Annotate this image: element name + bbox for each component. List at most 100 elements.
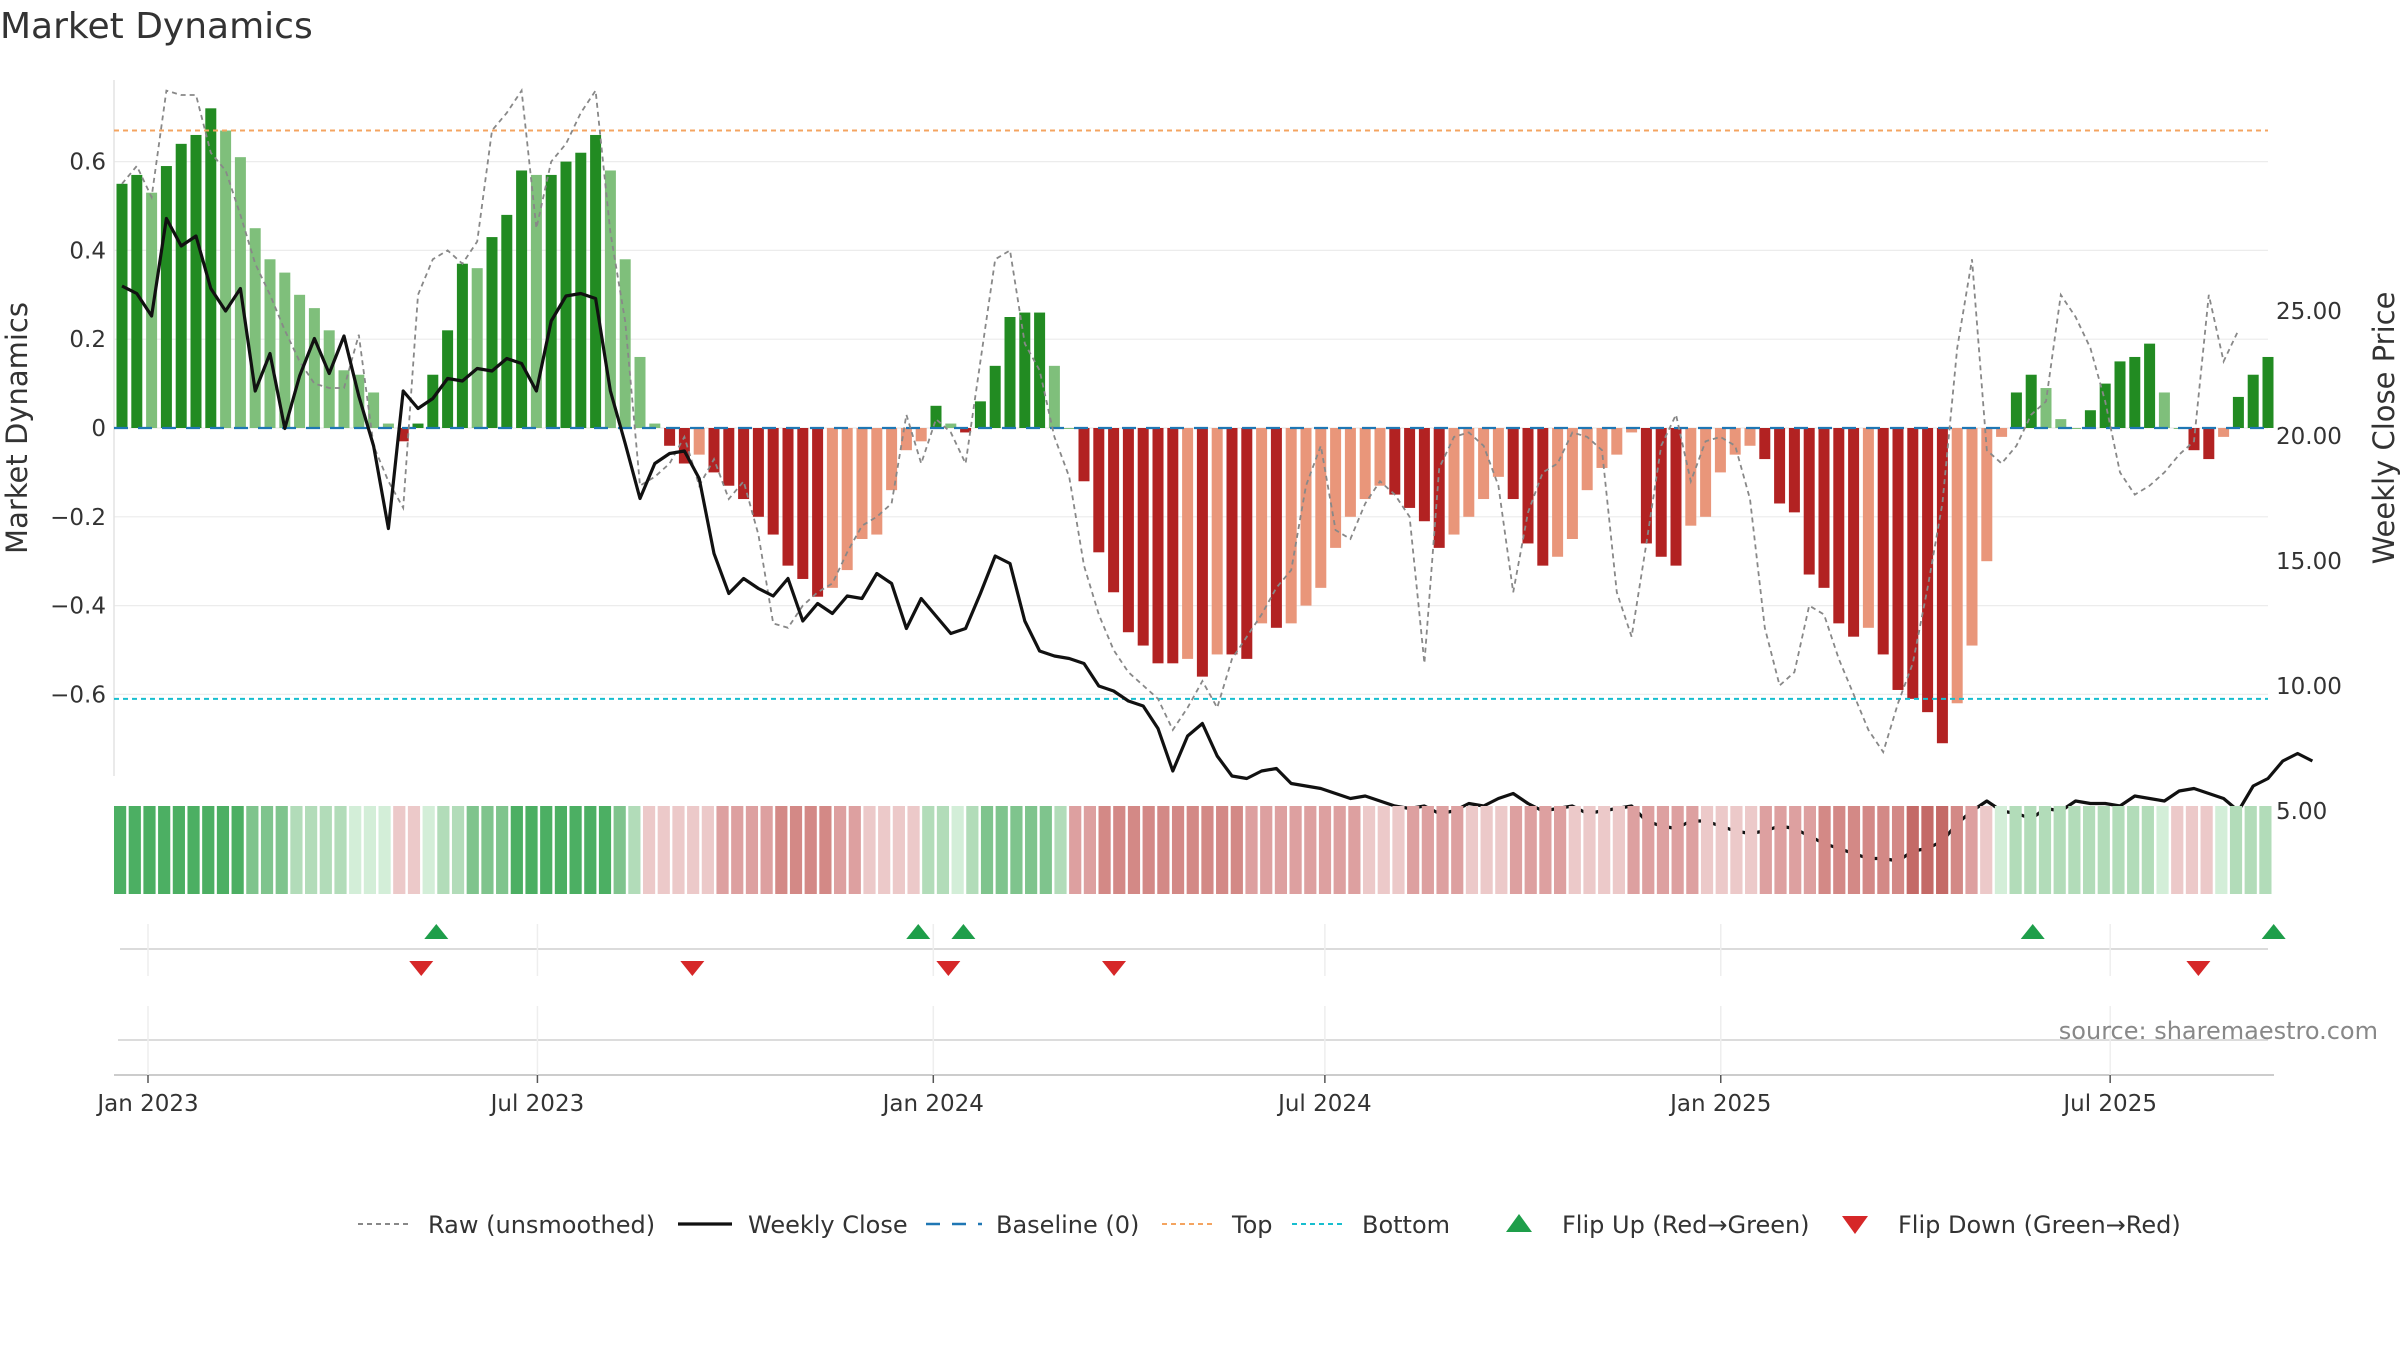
signal-cell: [1656, 806, 1670, 894]
y-tick-label: 0.4: [69, 238, 106, 264]
signal-cell: [158, 806, 171, 894]
dynamics-bar: [649, 423, 661, 428]
flip-up-marker: [906, 924, 931, 939]
legend-swatch-flip-up: [1506, 1214, 1532, 1232]
dynamics-bar: [1448, 428, 1460, 535]
dynamics-bar: [116, 183, 128, 428]
dynamics-bar: [1463, 428, 1475, 517]
dynamics-bar: [1315, 428, 1327, 588]
signal-cell: [422, 806, 435, 894]
dynamics-bar: [1374, 428, 1386, 486]
legend-label: Raw (unsmoothed): [428, 1211, 655, 1239]
signal-cell: [951, 806, 964, 894]
signal-cell: [745, 806, 759, 894]
dynamics-bar: [915, 428, 927, 442]
signal-cell: [1127, 806, 1141, 894]
dynamics-bar: [205, 108, 217, 428]
dynamics-bar: [471, 268, 483, 428]
signal-cell: [628, 806, 641, 894]
dynamics-bar: [1256, 428, 1268, 624]
signal-cell: [1304, 806, 1317, 894]
signal-cell: [804, 806, 817, 894]
signal-cell: [1847, 806, 1861, 894]
signal-cell: [966, 806, 979, 894]
dynamics-bar: [678, 428, 690, 464]
signal-cell: [760, 806, 773, 894]
flip-up-marker: [951, 924, 976, 939]
dynamics-bar: [2099, 383, 2111, 428]
y-tick-label: −0.2: [50, 505, 106, 531]
signal-cell: [2141, 806, 2154, 894]
dynamics-bars: [116, 108, 2274, 744]
dynamics-bar: [1611, 428, 1623, 455]
dynamics-bar: [1626, 428, 1638, 433]
y-tick-label: −0.4: [50, 594, 106, 620]
dynamics-bar: [797, 428, 809, 579]
dynamics-bar: [131, 174, 143, 428]
dynamics-bar: [1996, 428, 2008, 437]
dynamics-bar: [871, 428, 883, 535]
chart-title: Market Dynamics: [0, 6, 313, 47]
signal-cell: [995, 806, 1008, 894]
dynamics-bar: [1936, 428, 1948, 744]
signal-cell: [260, 806, 274, 894]
signal-cell: [1906, 806, 1919, 894]
dynamics-bar: [2247, 374, 2259, 428]
legend-label: Flip Down (Green→Red): [1898, 1211, 2181, 1239]
dynamics-bar: [530, 174, 542, 428]
signal-cell: [569, 806, 582, 894]
signal-cell: [2038, 806, 2052, 894]
signal-cell: [1509, 806, 1523, 894]
dynamics-bar: [1833, 428, 1845, 624]
signal-cell: [319, 806, 332, 894]
legend-swatch-flip-down: [1842, 1216, 1868, 1234]
dynamics-bar: [2129, 356, 2141, 428]
signal-cell: [1642, 806, 1655, 894]
signal-cell: [1700, 806, 1714, 894]
y2-tick-label: 15.00: [2276, 549, 2342, 575]
dynamics-bar: [1670, 428, 1682, 566]
signal-cell: [1495, 806, 1508, 894]
signal-cell: [2024, 806, 2037, 894]
dynamics-bar: [545, 174, 557, 428]
x-tick-label: Jul 2024: [1276, 1091, 1372, 1117]
dynamics-bar: [2070, 428, 2082, 429]
signal-cell: [2156, 806, 2169, 894]
signal-cell: [2053, 806, 2066, 894]
flip-down-marker: [1102, 961, 1127, 976]
y2-tick-label: 20.00: [2276, 424, 2342, 450]
signal-cell: [2200, 806, 2213, 894]
flip-up-marker: [2020, 924, 2045, 939]
dynamics-bar: [2218, 428, 2230, 437]
signal-cell: [922, 806, 935, 894]
dynamics-bar: [1581, 428, 1593, 491]
signal-cell: [1936, 806, 1949, 894]
signal-cell: [1054, 806, 1067, 894]
signal-cell: [863, 806, 876, 894]
signal-cell: [275, 806, 288, 894]
signal-cell: [1568, 806, 1581, 894]
signal-cell: [2082, 806, 2096, 894]
y-tick-label: 0.2: [69, 327, 106, 353]
dynamics-bar: [368, 392, 380, 428]
dynamics-bar: [249, 228, 261, 428]
dynamics-bar: [1877, 428, 1889, 655]
dynamics-bar: [738, 428, 750, 500]
dynamics-bar: [1226, 428, 1238, 655]
signal-cell: [1686, 806, 1699, 894]
signal-cell: [1774, 806, 1787, 894]
signal-cell: [2068, 806, 2081, 894]
signal-cell: [1583, 806, 1596, 894]
signal-cell: [128, 806, 141, 894]
dynamics-bar: [1803, 428, 1815, 575]
dynamics-bar: [590, 134, 602, 428]
signal-cell: [2112, 806, 2125, 894]
signal-cell: [1260, 806, 1273, 894]
legend-label: Top: [1231, 1211, 1273, 1239]
dynamics-bar: [960, 428, 972, 433]
dynamics-bar: [1848, 428, 1860, 637]
dynamics-bar: [1389, 428, 1401, 495]
dynamics-bar: [1270, 428, 1282, 628]
signal-cell: [1539, 806, 1552, 894]
signal-cell: [1803, 806, 1816, 894]
